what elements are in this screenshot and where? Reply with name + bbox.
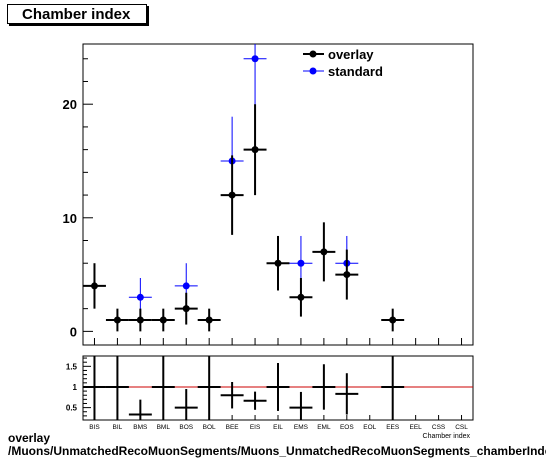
x-tick-label: BML (157, 424, 171, 431)
overlay-point (90, 282, 98, 290)
legend-overlay-marker (309, 50, 317, 58)
overlay-point (320, 248, 328, 256)
x-axis-title: Chamber index (423, 433, 471, 440)
x-tick-label: BIS (89, 424, 100, 431)
overlay-point (113, 316, 121, 324)
x-tick-label: EES (386, 424, 400, 431)
overlay-point (389, 316, 397, 324)
x-tick-label: EIS (250, 424, 261, 431)
overlay-point (205, 316, 213, 324)
overlay-point (274, 259, 282, 267)
standard-point (136, 293, 144, 301)
x-tick-label: EOS (340, 424, 354, 431)
x-tick-label: BEE (226, 424, 240, 431)
standard-point (182, 282, 190, 290)
histogram-path: overlay /Muons/UnmatchedRecoMuonSegments… (8, 432, 546, 458)
overlay-point (136, 316, 144, 324)
x-tick-label: BIL (113, 424, 123, 431)
footer-line-2: /Muons/UnmatchedRecoMuonSegments/Muons_U… (8, 444, 546, 458)
chart-title: Chamber index (7, 4, 147, 24)
y-tick-label: 0 (70, 324, 77, 339)
standard-point (251, 55, 259, 63)
legend-overlay-label: overlay (328, 47, 374, 62)
legend-standard-label: standard (328, 64, 383, 79)
x-tick-label: BMS (133, 424, 148, 431)
footer-line-1: overlay (8, 431, 51, 445)
legend-standard-marker (309, 67, 317, 75)
overlay-point (182, 305, 190, 313)
x-tick-label: CSL (455, 424, 468, 431)
x-tick-label: EMS (294, 424, 309, 431)
x-tick-label: BOL (203, 424, 216, 431)
overlay-point (251, 146, 259, 154)
overlay-point (159, 316, 167, 324)
y-tick-label: 20 (63, 97, 77, 112)
overlay-point (297, 293, 305, 301)
ratio-y-tick-label: 0.5 (66, 404, 78, 413)
x-tick-label: EML (317, 424, 331, 431)
x-tick-label: EEL (409, 424, 422, 431)
x-tick-label: BOS (179, 424, 193, 431)
x-tick-label: EIL (273, 424, 283, 431)
ratio-y-tick-label: 1.5 (66, 362, 78, 371)
overlay-point (228, 191, 236, 199)
standard-point (297, 259, 305, 267)
overlay-point (343, 271, 351, 279)
x-tick-label: EOL (363, 424, 376, 431)
ratio-y-tick-label: 1 (73, 383, 78, 392)
x-tick-label: CSS (432, 424, 446, 431)
legend: overlay standard (303, 47, 383, 79)
ratio-points (83, 356, 405, 420)
y-tick-label: 10 (63, 211, 77, 226)
